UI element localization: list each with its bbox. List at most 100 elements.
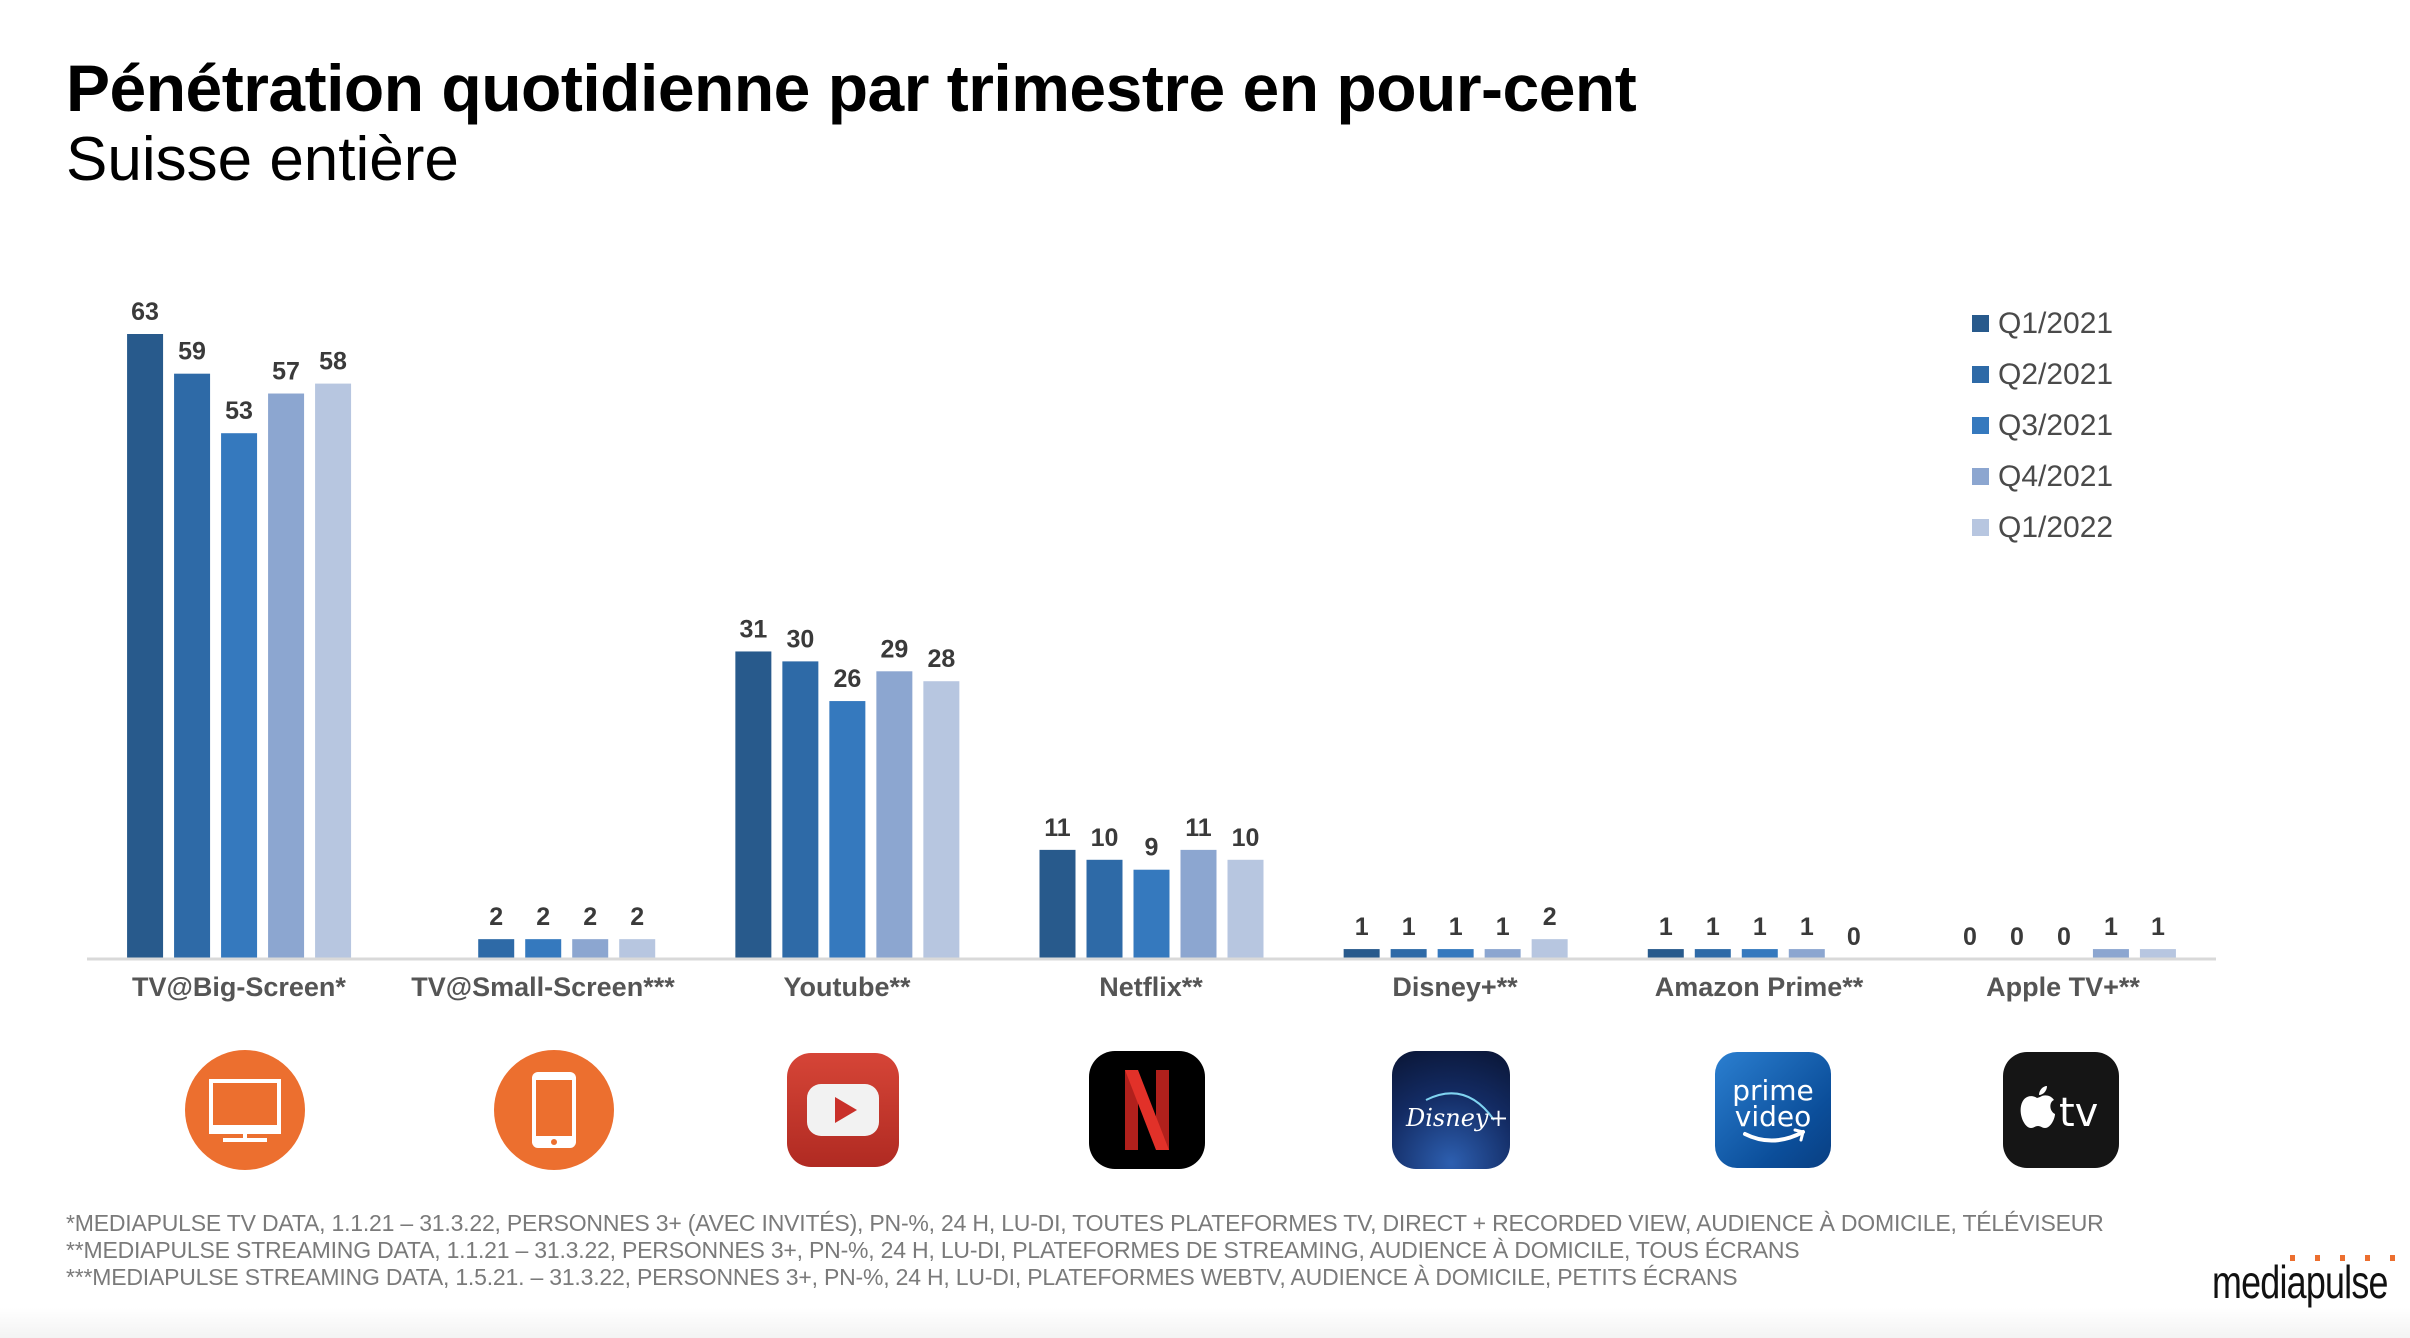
data-label: 58	[319, 348, 347, 376]
data-label: 1	[1659, 913, 1673, 941]
data-label: 1	[1496, 913, 1510, 941]
footnote: **MEDIAPULSE STREAMING DATA, 1.1.21 – 31…	[66, 1237, 1800, 1263]
x-tick-label: Amazon Prime**	[1654, 972, 1864, 1002]
bar	[127, 334, 164, 959]
netflix-logo	[1087, 1050, 1207, 1170]
apple-tv-logo-icon: tv	[2003, 1052, 2119, 1168]
footnote: ***MEDIAPULSE STREAMING DATA, 1.5.21. – …	[66, 1264, 1738, 1290]
data-label: 0	[2010, 923, 2024, 951]
data-label: 0	[1847, 923, 1861, 951]
bar	[1484, 949, 1521, 959]
footnotes: *MEDIAPULSE TV DATA, 1.1.21 – 31.3.22, P…	[66, 1210, 2104, 1291]
slide-bottom-fade	[0, 1308, 2410, 1338]
data-label: 2	[1543, 903, 1557, 931]
data-label: 57	[272, 358, 300, 386]
data-label: 59	[178, 338, 206, 366]
legend-item: Q1/2021	[1972, 298, 2113, 349]
bar	[876, 671, 913, 959]
data-label: 1	[1449, 913, 1463, 941]
bar	[1227, 859, 1264, 959]
bar	[2092, 949, 2129, 959]
bar	[1531, 939, 1568, 959]
bars-layer	[127, 334, 2176, 960]
data-label: 1	[1355, 913, 1369, 941]
data-label: 0	[2057, 923, 2071, 951]
bar	[572, 939, 609, 959]
data-label: 26	[833, 665, 861, 693]
disney-plus-logo-text: Disney+	[1405, 1104, 1506, 1132]
bar	[829, 701, 866, 959]
data-label: 9	[1145, 834, 1159, 862]
bar	[2139, 949, 2176, 959]
brand-logo: mediapulse	[2212, 1256, 2388, 1308]
data-label: 2	[583, 903, 597, 931]
brand-dot	[2290, 1255, 2295, 1261]
bar	[1086, 859, 1123, 959]
data-label: 2	[630, 903, 644, 931]
legend-label: Q4/2021	[1998, 459, 2114, 493]
data-label: 10	[1091, 824, 1119, 852]
bar	[1390, 949, 1427, 959]
data-label: 30	[786, 625, 814, 653]
legend-label: Q1/2022	[1998, 510, 2114, 544]
apple-tv-logo-text: tv	[2059, 1090, 2098, 1136]
prime-video-logo-text-line2: video	[1735, 1100, 1811, 1133]
tablet-icon	[494, 1050, 614, 1170]
disney-plus-logo-icon: Disney+	[1392, 1051, 1510, 1169]
apple-icon	[2020, 1095, 2055, 1128]
x-tick-label: Disney+**	[1392, 972, 1518, 1002]
legend-label: Q1/2021	[1998, 306, 2114, 340]
data-label: 28	[927, 645, 955, 673]
bar	[1741, 949, 1778, 959]
bar	[1133, 869, 1170, 959]
x-tick-label: TV@Big-Screen*	[132, 972, 346, 1002]
legend-swatch	[1972, 468, 1989, 485]
brand-dot	[2390, 1255, 2395, 1261]
bar	[619, 939, 656, 959]
bar	[1647, 949, 1684, 959]
prime-video-logo-icon: prime video	[1715, 1052, 1831, 1168]
legend-item: Q1/2022	[1972, 502, 2113, 553]
bar	[923, 681, 960, 959]
legend-swatch	[1972, 417, 1989, 434]
legend: Q1/2021 Q2/2021 Q3/2021 Q4/2021 Q1/2022	[1972, 298, 2113, 553]
disney-plus-logo: Disney+	[1391, 1050, 1511, 1170]
bar	[1437, 949, 1474, 959]
bar	[525, 939, 562, 959]
bar	[315, 383, 352, 960]
x-tick-label: TV@Small-Screen***	[411, 972, 675, 1002]
data-label: 1	[1800, 913, 1814, 941]
data-label: 63	[131, 298, 159, 326]
prime-video-logo: prime video	[1713, 1050, 1833, 1170]
data-label: 0	[1963, 923, 1977, 951]
brand-dot	[2365, 1255, 2370, 1261]
bar	[174, 373, 211, 960]
brand-logo-dots	[2290, 1255, 2395, 1261]
data-label: 11	[1044, 814, 1071, 842]
page-title: Pénétration quotidienne par trimestre en…	[66, 51, 1637, 125]
bar	[735, 651, 772, 959]
apple-tv-logo: tv	[2001, 1050, 2121, 1170]
tv-big-screen-logo	[185, 1050, 305, 1170]
x-tick-label: Netflix**	[1099, 972, 1203, 1002]
tv-icon	[185, 1050, 305, 1170]
legend-item: Q2/2021	[1972, 349, 2113, 400]
bar	[1039, 849, 1076, 959]
bar	[1788, 949, 1825, 959]
data-label: 11	[1185, 814, 1212, 842]
netflix-logo-icon	[1089, 1051, 1205, 1169]
youtube-logo-icon	[787, 1053, 899, 1167]
data-label: 1	[1753, 913, 1767, 941]
legend-swatch	[1972, 315, 1989, 332]
footnote: *MEDIAPULSE TV DATA, 1.1.21 – 31.3.22, P…	[66, 1210, 2104, 1236]
data-label: 1	[2151, 913, 2165, 941]
data-label: 2	[536, 903, 550, 931]
legend-swatch	[1972, 366, 1989, 383]
data-label: 1	[2104, 913, 2118, 941]
legend-label: Q3/2021	[1998, 408, 2114, 442]
bar	[221, 433, 258, 959]
x-tick-label: Apple TV+**	[1986, 972, 2140, 1002]
brand-dot	[2340, 1255, 2345, 1261]
legend-item: Q4/2021	[1972, 451, 2113, 502]
